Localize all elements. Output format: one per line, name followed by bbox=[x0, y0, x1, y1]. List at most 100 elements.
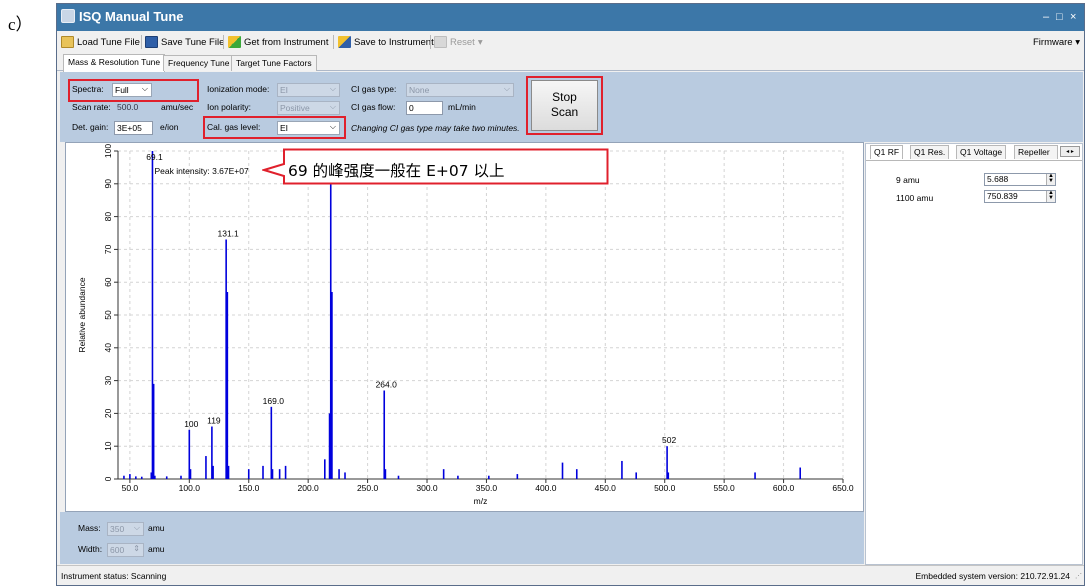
x-tick-label: 350.0 bbox=[476, 483, 498, 493]
cal-gas-level-value: EI bbox=[280, 123, 289, 133]
get-from-instrument-icon bbox=[228, 36, 241, 48]
y-axis-label: Relative abundance bbox=[77, 277, 87, 352]
x-tick-label: 600.0 bbox=[773, 483, 795, 493]
toolbar-separator bbox=[141, 35, 142, 49]
y-tick-label: 60 bbox=[103, 277, 113, 287]
ci-gas-type-dropdown[interactable]: None ⌵ bbox=[406, 83, 514, 97]
peak-label: 264.0 bbox=[376, 379, 398, 389]
x-tick-label: 150.0 bbox=[238, 483, 260, 493]
scan-rate-label: Scan rate: bbox=[72, 102, 111, 112]
ci-gas-type-label: CI gas type: bbox=[351, 84, 397, 94]
peak-label: 169.0 bbox=[263, 396, 285, 406]
stop-scan-label-line2: Scan bbox=[550, 105, 579, 119]
ionization-mode-dropdown[interactable]: EI ⌵ bbox=[277, 83, 340, 97]
chevron-down-icon: ⌵ bbox=[133, 523, 140, 532]
load-tune-file-button[interactable]: Load Tune File bbox=[61, 34, 140, 50]
ci-gas-flow-unit: mL/min bbox=[448, 102, 476, 112]
get-from-instrument-button[interactable]: Get from Instrument bbox=[228, 34, 328, 50]
figure-label: c） bbox=[8, 15, 33, 34]
x-tick-label: 50.0 bbox=[122, 483, 139, 493]
tab-scroll-arrows-icon[interactable]: ◂ ▸ bbox=[1060, 146, 1080, 157]
mass-unit: amu bbox=[148, 523, 165, 533]
cal-gas-level-dropdown[interactable]: EI ⌵ bbox=[277, 121, 340, 135]
tab-q1-voltage[interactable]: Q1 Voltage bbox=[956, 145, 1007, 159]
spinner-arrows-icon[interactable]: ▲ ▼ bbox=[1046, 190, 1055, 202]
mass-width-panel: Mass: 350 ⌵ amu Width: 600 ⇕ amu bbox=[60, 512, 864, 564]
width-value: 600 bbox=[110, 545, 125, 555]
tab-repeller[interactable]: Repeller bbox=[1014, 145, 1058, 159]
ci-gas-flow-input[interactable]: 0 bbox=[406, 101, 443, 115]
status-bar: Instrument status: Scanning Embedded sys… bbox=[57, 565, 1084, 585]
x-tick-label: 650.0 bbox=[832, 483, 854, 493]
spectrum-chart-frame: 50.0 100.0 150.0 200.0 250.0 300.0 350.0 400.0 4… bbox=[65, 142, 864, 512]
q1-rf-spinner-1[interactable]: 750.839 ▲ ▼ bbox=[984, 190, 1056, 203]
save-to-instrument-icon bbox=[338, 36, 351, 48]
y-tick-label: 50 bbox=[103, 310, 113, 320]
ionization-mode-label: Ionization mode: bbox=[207, 84, 270, 94]
ci-gas-type-value: None bbox=[409, 85, 430, 95]
resize-grip-icon: ⋰ bbox=[1075, 573, 1082, 580]
spectra-label: Spectra: bbox=[72, 84, 104, 94]
q1-rf-value-0: 5.688 bbox=[987, 174, 1009, 184]
tab-q1-rf[interactable]: Q1 RF bbox=[870, 145, 904, 159]
spectra-highlight-box bbox=[68, 79, 199, 102]
title-bar: ISQ Manual Tune – □ × bbox=[57, 4, 1084, 31]
x-tick-label: 250.0 bbox=[357, 483, 379, 493]
x-tick-label: 450.0 bbox=[595, 483, 617, 493]
det-gain-unit: e/ion bbox=[160, 122, 179, 132]
y-tick-label: 80 bbox=[103, 212, 113, 222]
spinner-arrows-icon: ⇕ bbox=[133, 544, 140, 553]
x-tick-label: 200.0 bbox=[298, 483, 320, 493]
minimize-button[interactable]: – bbox=[1043, 11, 1050, 23]
cal-gas-level-label: Cal. gas level: bbox=[207, 122, 261, 132]
ion-polarity-dropdown[interactable]: Positive ⌵ bbox=[277, 101, 340, 115]
peak-label: 502 bbox=[662, 435, 676, 445]
tab-q1-res[interactable]: Q1 Res. bbox=[910, 145, 950, 159]
y-tick-label: 10 bbox=[103, 441, 113, 451]
x-tick-label: 500.0 bbox=[654, 483, 676, 493]
y-tick-label: 30 bbox=[103, 376, 113, 386]
y-tick-label: 90 bbox=[103, 179, 113, 189]
y-tick-label: 20 bbox=[103, 408, 113, 418]
q1-rf-spinner-0[interactable]: 5.688 ▲ ▼ bbox=[984, 173, 1056, 186]
ion-polarity-label: Ion polarity: bbox=[207, 102, 251, 112]
save-to-instrument-label: Save to Instrument bbox=[354, 36, 434, 48]
x-tick-label: 100.0 bbox=[179, 483, 201, 493]
q1-rf-value-1: 750.839 bbox=[987, 191, 1018, 201]
toolbar-separator bbox=[223, 35, 224, 49]
close-button[interactable]: × bbox=[1070, 11, 1077, 23]
reset-icon bbox=[434, 36, 447, 48]
maximize-button[interactable]: □ bbox=[1056, 11, 1063, 23]
tab-target-tune-factors[interactable]: Target Tune Factors bbox=[231, 55, 317, 71]
get-from-instrument-label: Get from Instrument bbox=[244, 36, 329, 48]
det-gain-input[interactable]: 3E+05 bbox=[114, 121, 153, 135]
scan-rate-value: 500.0 bbox=[117, 102, 139, 112]
width-label: Width: bbox=[78, 544, 103, 554]
save-to-instrument-button[interactable]: Save to Instrument bbox=[338, 34, 434, 50]
save-tune-file-label: Save Tune File bbox=[161, 36, 225, 48]
spectrum-chart: 50.0 100.0 150.0 200.0 250.0 300.0 350.0 400.0 4… bbox=[77, 144, 854, 506]
ion-polarity-value: Positive bbox=[280, 103, 310, 113]
x-tick-label: 550.0 bbox=[714, 483, 736, 493]
toolbar-separator bbox=[430, 35, 431, 49]
tab-mass-resolution-tune[interactable]: Mass & Resolution Tune bbox=[63, 54, 166, 72]
y-tick-label: 100 bbox=[103, 144, 113, 158]
tab-frequency-tune[interactable]: Frequency Tune bbox=[163, 55, 235, 71]
stop-scan-button[interactable]: Stop Scan bbox=[531, 80, 598, 131]
app-icon bbox=[61, 9, 75, 23]
peak-label: 119 bbox=[207, 416, 221, 426]
annotation-callout bbox=[262, 148, 609, 185]
width-spinner[interactable]: 600 ⇕ bbox=[107, 543, 144, 557]
firmware-menu[interactable]: Firmware ▾ bbox=[1033, 36, 1080, 48]
y-tick-label: 0 bbox=[103, 476, 113, 481]
spinner-arrows-icon[interactable]: ▲ ▼ bbox=[1046, 173, 1055, 185]
reset-button[interactable]: Reset ▾ bbox=[434, 34, 483, 50]
q1-rf-row-label-1: 1100 amu bbox=[896, 193, 934, 203]
stop-scan-label-line1: Stop bbox=[552, 90, 577, 104]
chevron-down-icon: ⌵ bbox=[503, 84, 510, 93]
x-tick-label: 300.0 bbox=[416, 483, 438, 493]
q1-rf-row-label-0: 9 amu bbox=[896, 175, 920, 185]
spectra-dropdown[interactable]: Full ⌵ bbox=[112, 83, 152, 97]
save-tune-file-button[interactable]: Save Tune File bbox=[145, 34, 224, 50]
mass-dropdown[interactable]: 350 ⌵ bbox=[107, 522, 144, 536]
